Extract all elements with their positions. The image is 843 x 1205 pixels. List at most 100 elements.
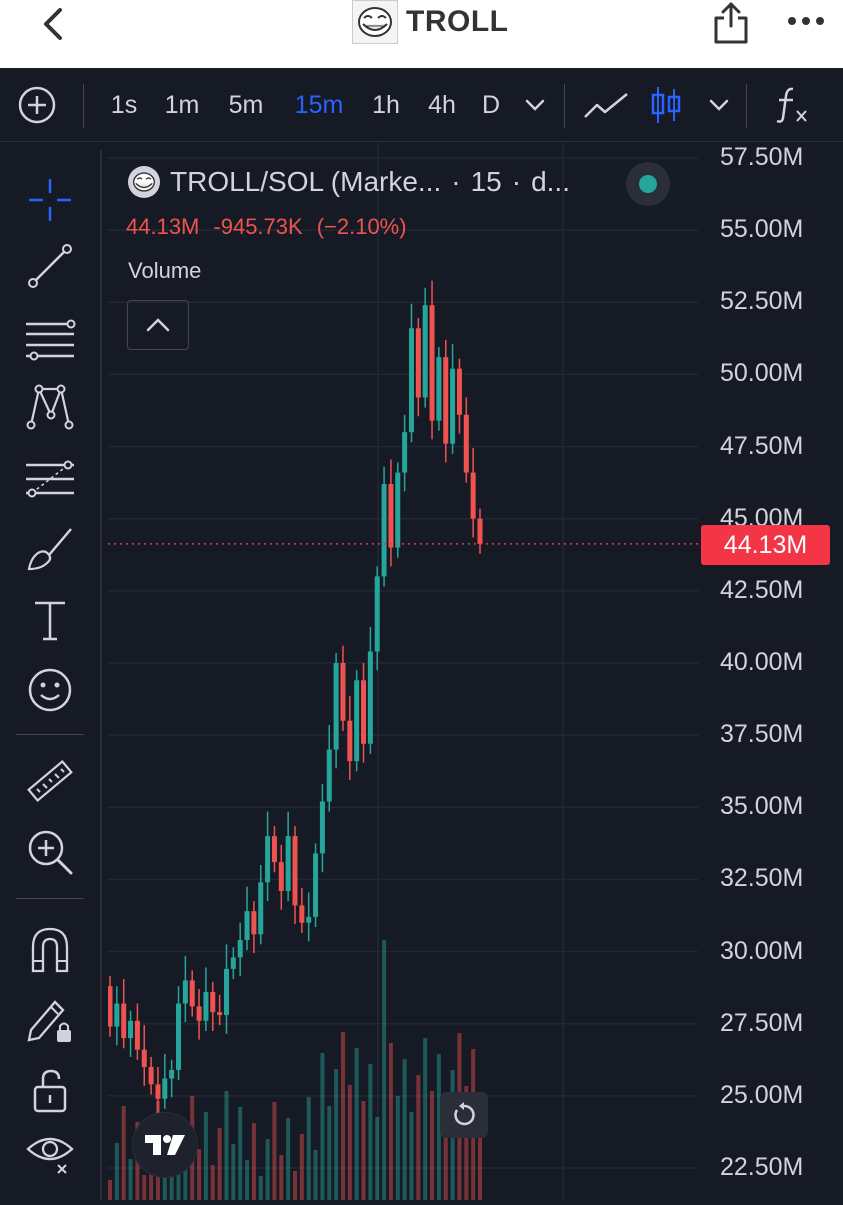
price-axis-label: 35.00M bbox=[720, 792, 804, 821]
interval-4h[interactable]: 4h bbox=[428, 90, 456, 119]
chart-area[interactable] bbox=[107, 143, 843, 1200]
candle bbox=[223, 944, 229, 1034]
interval-1h[interactable]: 1h bbox=[372, 90, 400, 119]
price-axis-label: 47.50M bbox=[720, 431, 804, 460]
candle-body bbox=[429, 305, 435, 421]
crosshair-icon[interactable] bbox=[22, 172, 78, 228]
candle bbox=[292, 826, 298, 925]
reset-rotate-icon bbox=[454, 1102, 475, 1126]
candle-body bbox=[148, 1067, 154, 1085]
indicators-fx-icon[interactable] bbox=[772, 86, 810, 124]
candle bbox=[196, 989, 202, 1040]
share-icon[interactable] bbox=[708, 0, 754, 46]
volume-bar bbox=[334, 1069, 339, 1200]
candle-body bbox=[354, 680, 360, 762]
candle-body bbox=[422, 305, 428, 398]
volume-bar bbox=[251, 1123, 256, 1200]
interval-d[interactable]: D bbox=[481, 90, 501, 119]
fib-retracement-icon[interactable] bbox=[22, 452, 78, 508]
candle bbox=[210, 981, 216, 1031]
volume-bar bbox=[272, 1102, 277, 1200]
volume-legend[interactable]: Volume bbox=[128, 258, 202, 283]
candle-body bbox=[278, 862, 284, 891]
candle bbox=[182, 955, 188, 1023]
back-arrow-icon[interactable] bbox=[34, 4, 74, 44]
interval-dropdown-chevron-down-icon[interactable] bbox=[520, 86, 550, 124]
interval-15m[interactable]: 15m bbox=[294, 90, 344, 119]
top-navigation-bar: TROLL bbox=[0, 0, 843, 68]
candle-body bbox=[408, 328, 414, 433]
candle bbox=[477, 508, 483, 554]
brush-icon[interactable] bbox=[22, 522, 78, 578]
price-legend: 44.13M -945.73K (−2.10%) bbox=[126, 214, 407, 240]
add-indicator-icon[interactable] bbox=[16, 86, 58, 124]
price-axis-label: 32.50M bbox=[720, 864, 804, 893]
market-status-indicator[interactable] bbox=[626, 162, 670, 206]
legend-separator: · bbox=[511, 166, 522, 197]
emoji-icon[interactable] bbox=[22, 662, 78, 718]
candle bbox=[258, 865, 264, 945]
tradingview-logo-icon[interactable] bbox=[132, 1112, 198, 1178]
candle bbox=[176, 986, 182, 1080]
chart-type-dropdown-chevron-down-icon[interactable] bbox=[704, 86, 734, 124]
price-chart-canvas[interactable] bbox=[107, 143, 843, 1200]
volume-bar bbox=[354, 1048, 359, 1200]
volume-bar bbox=[108, 1180, 112, 1200]
candle-body bbox=[203, 991, 209, 1021]
interval-1s[interactable]: 1s bbox=[110, 90, 138, 119]
candle bbox=[251, 901, 257, 954]
candle bbox=[463, 397, 469, 483]
volume-bar bbox=[203, 1112, 208, 1200]
horizontal-lines-icon[interactable] bbox=[22, 312, 78, 368]
candle bbox=[361, 663, 367, 763]
candle-body bbox=[196, 1006, 202, 1021]
magnet-icon[interactable] bbox=[22, 922, 78, 978]
candle bbox=[285, 811, 291, 902]
candle bbox=[313, 843, 319, 928]
symbol-exchange: d... bbox=[531, 166, 570, 197]
candle bbox=[436, 347, 442, 431]
candlestick-chart-icon[interactable] bbox=[648, 86, 684, 124]
candle-body bbox=[285, 836, 291, 891]
candle-body bbox=[361, 680, 367, 744]
volume-bar bbox=[224, 1091, 229, 1200]
candle-body bbox=[367, 651, 373, 744]
candle-body bbox=[169, 1069, 175, 1079]
more-options-icon[interactable] bbox=[784, 6, 828, 36]
collapse-legend-button[interactable] bbox=[127, 300, 189, 350]
candle bbox=[114, 986, 120, 1046]
line-chart-icon[interactable] bbox=[582, 86, 630, 124]
candle bbox=[203, 967, 209, 1031]
volume-bar bbox=[245, 1160, 250, 1200]
volume-bar bbox=[368, 1064, 373, 1200]
zoom-in-icon[interactable] bbox=[22, 824, 78, 880]
interval-5m[interactable]: 5m bbox=[228, 90, 264, 119]
candle bbox=[278, 844, 284, 910]
token-title-group: TROLL bbox=[352, 0, 508, 44]
candle-body bbox=[230, 957, 236, 969]
volume-bar bbox=[279, 1155, 284, 1200]
price-axis-label: 40.00M bbox=[720, 648, 804, 676]
candle-body bbox=[477, 518, 483, 544]
unlock-icon[interactable] bbox=[22, 1062, 78, 1118]
symbol-legend[interactable]: TROLL/SOL (Marke... · 15 · d... bbox=[128, 166, 570, 198]
candle bbox=[333, 652, 339, 769]
volume-bar bbox=[436, 1054, 441, 1200]
volume-bar bbox=[128, 1159, 133, 1200]
candle-body bbox=[347, 720, 353, 762]
lock-drawing-pencil-icon[interactable] bbox=[22, 992, 78, 1048]
candle bbox=[319, 784, 325, 873]
trend-line-icon[interactable] bbox=[22, 238, 78, 294]
visibility-eye-icon[interactable] bbox=[22, 1124, 78, 1180]
text-tool-icon[interactable] bbox=[22, 592, 78, 648]
reset-chart-button[interactable] bbox=[440, 1092, 488, 1138]
candle bbox=[244, 886, 250, 951]
pattern-tool-icon[interactable] bbox=[22, 378, 78, 434]
candle bbox=[429, 280, 435, 440]
ruler-measure-icon[interactable] bbox=[22, 754, 78, 810]
interval-1m[interactable]: 1m bbox=[164, 90, 200, 119]
volume-bar bbox=[430, 1091, 435, 1200]
price-axis-label: 57.50M bbox=[720, 143, 804, 171]
candle bbox=[402, 414, 408, 492]
candle-body bbox=[326, 749, 332, 802]
